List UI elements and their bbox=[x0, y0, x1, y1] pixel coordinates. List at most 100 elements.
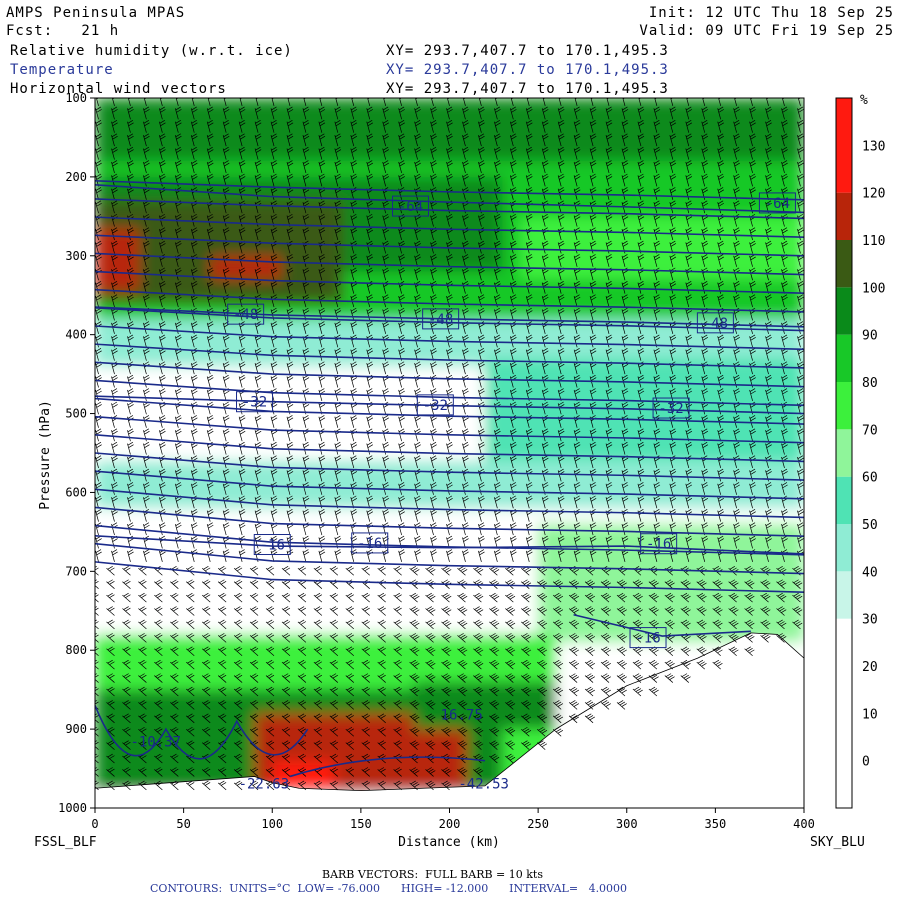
wind-barb bbox=[621, 133, 629, 147]
wind-barb bbox=[170, 780, 179, 791]
wind-barb bbox=[217, 579, 227, 589]
wind-barb bbox=[95, 227, 102, 241]
wind-barb bbox=[478, 388, 485, 402]
wind-barb bbox=[797, 294, 804, 308]
wind-barb bbox=[329, 726, 339, 737]
temperature-isotherm bbox=[95, 361, 804, 388]
wind-barb bbox=[190, 482, 198, 495]
wind-barb bbox=[568, 606, 580, 616]
wind-barb bbox=[159, 133, 166, 147]
wind-barb bbox=[797, 173, 804, 187]
wind-barb bbox=[701, 280, 709, 294]
wind-barb bbox=[334, 267, 342, 281]
wind-barb bbox=[749, 173, 756, 187]
wind-barb bbox=[127, 160, 134, 174]
wind-barb bbox=[541, 428, 549, 442]
wind-barb bbox=[154, 673, 163, 683]
wind-barb bbox=[446, 254, 453, 267]
wind-barb bbox=[382, 321, 389, 334]
wind-barb bbox=[361, 780, 370, 791]
wind-barb bbox=[95, 455, 102, 469]
wind-barb bbox=[318, 321, 326, 334]
wind-barb bbox=[573, 441, 581, 455]
wind-barb bbox=[190, 428, 198, 442]
wind-barb bbox=[318, 294, 326, 308]
wind-barb bbox=[621, 200, 629, 214]
wind-barb bbox=[190, 146, 198, 160]
wind-barb bbox=[138, 780, 147, 791]
wind-barb bbox=[589, 146, 597, 160]
wind-barb bbox=[509, 213, 517, 227]
wind-barb bbox=[206, 120, 214, 133]
wind-barb bbox=[441, 700, 452, 710]
wind-barb bbox=[238, 508, 246, 522]
wind-barb bbox=[505, 726, 516, 737]
wind-barb bbox=[238, 415, 246, 428]
extrema-label: -22.63 bbox=[239, 776, 290, 792]
wind-barb bbox=[733, 160, 740, 174]
wind-barb bbox=[286, 455, 294, 469]
wind-barb bbox=[648, 579, 659, 589]
wind-barb bbox=[366, 348, 374, 361]
wind-barb bbox=[797, 522, 804, 536]
wind-barb bbox=[350, 160, 358, 174]
wind-barb bbox=[286, 267, 294, 281]
wind-barb bbox=[159, 120, 166, 133]
field-xy-temperature: XY= 293.7,407.7 to 170.1,495.3 bbox=[386, 62, 669, 78]
wind-barb bbox=[441, 753, 452, 764]
wind-barb bbox=[270, 160, 278, 174]
contour-label: -64 bbox=[765, 196, 790, 212]
wind-barb bbox=[792, 592, 803, 603]
wind-barb bbox=[170, 686, 179, 697]
wind-barb bbox=[361, 700, 370, 710]
wind-barb bbox=[600, 579, 611, 589]
wind-barb bbox=[138, 619, 147, 630]
wind-barb bbox=[154, 646, 163, 657]
wind-barb bbox=[206, 374, 214, 388]
wind-barb bbox=[430, 106, 437, 120]
wind-barb bbox=[584, 606, 595, 616]
wind-barb bbox=[765, 522, 772, 536]
wind-barb bbox=[797, 374, 804, 388]
wind-barb bbox=[478, 146, 485, 160]
wind-barb bbox=[361, 619, 370, 630]
wind-barb bbox=[605, 146, 613, 160]
wind-barb bbox=[781, 133, 788, 147]
wind-barb bbox=[154, 767, 163, 777]
wind-barb bbox=[478, 213, 485, 227]
wind-barb bbox=[781, 227, 788, 241]
wind-barb bbox=[154, 686, 163, 697]
contour-label: -48 bbox=[703, 316, 728, 332]
wind-barb bbox=[201, 767, 211, 777]
wind-barb bbox=[254, 415, 262, 428]
wind-barb bbox=[334, 106, 342, 120]
wind-barb bbox=[286, 254, 294, 267]
wind-barb bbox=[441, 673, 452, 683]
wind-barb bbox=[106, 767, 115, 777]
wind-barb bbox=[616, 659, 627, 670]
wind-barb bbox=[393, 592, 402, 603]
wind-barb bbox=[552, 673, 564, 683]
wind-barb bbox=[494, 441, 501, 455]
wind-barb bbox=[717, 146, 724, 160]
wind-barb bbox=[457, 646, 468, 657]
wind-barb bbox=[95, 726, 99, 737]
wind-barb bbox=[143, 146, 150, 160]
wind-barb bbox=[621, 307, 629, 321]
wind-barb bbox=[382, 173, 389, 187]
wind-barb bbox=[494, 120, 501, 133]
wind-barb bbox=[154, 780, 163, 791]
wind-barb bbox=[521, 740, 532, 750]
wind-barb bbox=[536, 713, 548, 724]
wind-barb bbox=[489, 673, 500, 683]
wind-barb bbox=[664, 579, 675, 589]
wind-barb bbox=[521, 633, 532, 643]
wind-barb bbox=[409, 726, 420, 737]
wind-barb bbox=[414, 294, 421, 308]
wind-barb bbox=[127, 200, 134, 214]
temperature-isotherm bbox=[95, 452, 804, 481]
wind-barb bbox=[345, 646, 355, 657]
wind-barb bbox=[281, 619, 291, 630]
wind-barb bbox=[781, 160, 788, 174]
wind-barb bbox=[685, 441, 693, 455]
